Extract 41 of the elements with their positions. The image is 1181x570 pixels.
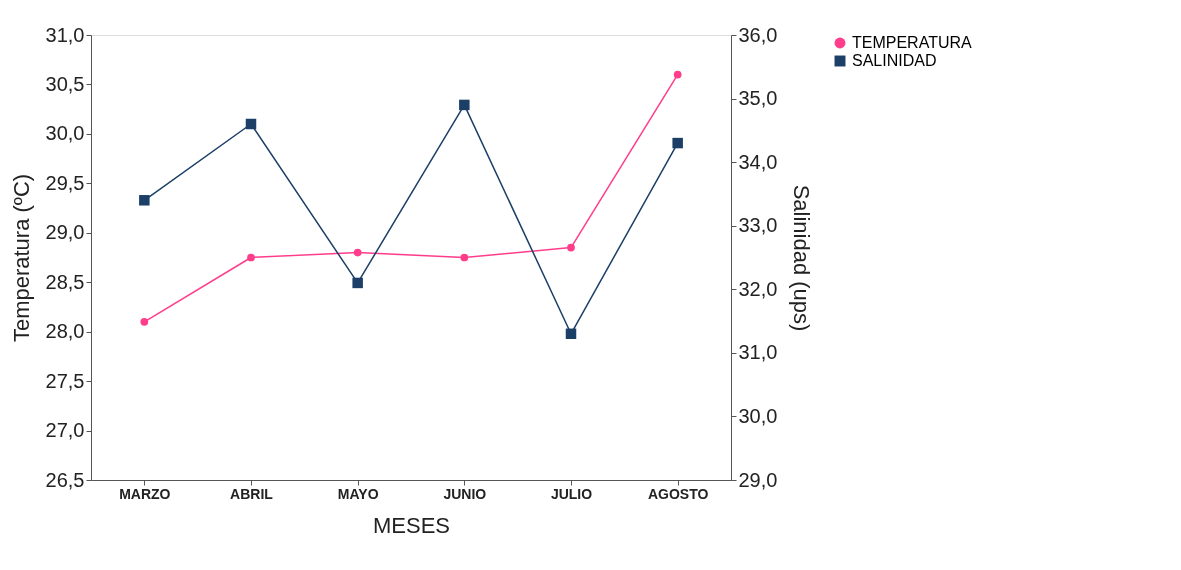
point [565, 328, 577, 340]
legend-label: SALINIDAD [852, 52, 937, 69]
x-tick-label: MAYO [337, 485, 379, 502]
y-tick-label: 28,0 [45, 320, 85, 343]
x-tick-label: JUNIO [443, 485, 487, 502]
y-tick-label: 28,5 [45, 270, 85, 293]
y2-tick-label: 36,0 [738, 23, 778, 46]
point [567, 243, 575, 252]
y2-axis-title: Salinidad (ups) [789, 184, 815, 332]
y-tick-label: 30,0 [45, 122, 85, 145]
point [459, 99, 470, 111]
y2-tick-label: 33,0 [738, 214, 778, 237]
y-axis-title: Temperatura (ºC) [8, 173, 34, 343]
y2-tick-label: 31,0 [738, 341, 778, 364]
x-tick-label: JULIO [550, 485, 593, 502]
point [352, 277, 363, 289]
y-tick-label: 27,5 [45, 369, 85, 392]
y-tick-label: 26,5 [45, 468, 85, 491]
point [353, 248, 362, 257]
point [460, 253, 469, 262]
x-tick-label: MARZO [119, 485, 171, 502]
y-tick-label: 31,0 [45, 23, 85, 46]
x-axis-title: MESES [372, 512, 451, 538]
point [247, 253, 255, 262]
point [140, 317, 149, 326]
x-tick-label: ABRIL [230, 485, 274, 502]
point [672, 137, 683, 149]
y-tick-label: 27,0 [45, 419, 85, 442]
y2-tick-label: 29,0 [738, 468, 778, 491]
y-tick-label: 29,5 [45, 171, 85, 194]
point [673, 70, 682, 79]
y2-tick-label: 35,0 [738, 87, 778, 110]
x-tick-label: AGOSTO [647, 485, 709, 502]
y2-tick-label: 32,0 [738, 277, 778, 300]
point [245, 118, 257, 130]
legend-label: TEMPERATURA [852, 34, 973, 51]
y-tick-label: 29,0 [45, 221, 85, 244]
y-tick-label: 30,5 [45, 72, 85, 95]
y2-tick-label: 30,0 [738, 404, 778, 427]
y2-tick-label: 34,0 [738, 150, 778, 173]
point [139, 195, 150, 206]
